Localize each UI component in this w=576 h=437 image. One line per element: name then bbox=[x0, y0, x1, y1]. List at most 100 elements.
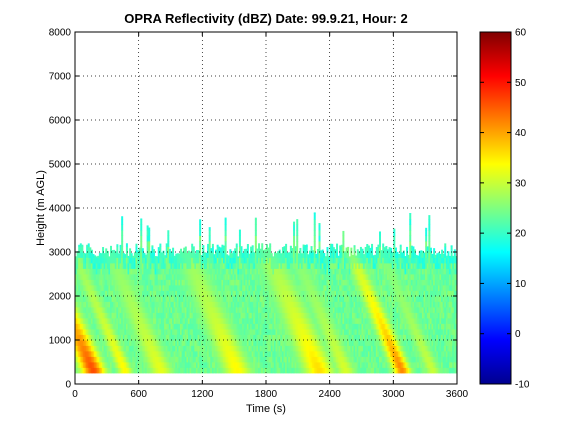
heatmap-cell bbox=[326, 247, 328, 252]
heatmap-cell bbox=[121, 230, 123, 236]
heatmap-cell bbox=[102, 247, 104, 252]
heatmap-cell bbox=[225, 236, 227, 242]
heatmap-cell bbox=[140, 236, 142, 242]
heatmap-cell bbox=[354, 247, 356, 253]
heatmap-cell bbox=[129, 248, 131, 252]
heatmap-cell bbox=[336, 247, 338, 253]
heatmap-cell bbox=[212, 247, 214, 253]
heatmap-cell bbox=[167, 236, 169, 242]
heatmap-cell bbox=[116, 247, 118, 253]
heatmap-cell bbox=[293, 241, 295, 247]
heatmap-cell bbox=[202, 247, 204, 253]
heatmap-cell bbox=[255, 219, 257, 225]
heatmap-cell bbox=[140, 241, 142, 247]
heatmap-cell bbox=[296, 241, 298, 247]
heatmap-cell bbox=[296, 236, 298, 242]
heatmap-cell bbox=[296, 230, 298, 236]
heatmap-cell bbox=[296, 219, 298, 225]
heatmap-cell bbox=[199, 230, 201, 236]
heatmap-cell bbox=[239, 230, 241, 231]
heatmap-cell bbox=[255, 225, 257, 231]
heatmap-cell bbox=[255, 236, 257, 242]
heatmap-cell bbox=[121, 216, 123, 219]
heatmap-cell bbox=[409, 236, 411, 242]
heatmap-cell bbox=[385, 246, 387, 247]
heatmap-cell bbox=[135, 244, 137, 247]
heatmap-cell bbox=[354, 245, 356, 247]
heatmap-cell bbox=[172, 248, 174, 253]
heatmap-cell bbox=[409, 225, 411, 231]
heatmap-cell bbox=[209, 241, 211, 247]
heatmap-cell bbox=[167, 241, 169, 247]
heatmap-cell bbox=[209, 236, 211, 242]
heatmap-cell bbox=[409, 214, 411, 220]
heatmap-cell bbox=[314, 225, 316, 231]
heatmap-cell bbox=[193, 247, 195, 253]
heatmap-cell bbox=[409, 213, 411, 214]
heatmap-cell bbox=[116, 244, 118, 247]
heatmap-cell bbox=[412, 246, 414, 247]
heatmap-cell bbox=[331, 244, 333, 247]
heatmap-cell bbox=[293, 236, 295, 242]
heatmap-cell bbox=[225, 219, 227, 225]
heatmap-cell bbox=[368, 245, 370, 246]
heatmap-cell bbox=[241, 246, 243, 247]
heatmap-cell bbox=[153, 249, 155, 252]
heatmap-cell bbox=[212, 244, 214, 247]
heatmap-cell bbox=[225, 241, 227, 247]
heatmap-cell bbox=[261, 243, 263, 247]
heatmap-cell bbox=[239, 241, 241, 247]
heatmap-cell bbox=[252, 247, 254, 253]
heatmap-cell bbox=[140, 218, 142, 219]
heatmap-cell bbox=[239, 236, 241, 242]
heatmap-cell bbox=[199, 225, 201, 231]
heatmap-cell bbox=[382, 244, 384, 247]
heatmap-cell bbox=[409, 230, 411, 236]
heatmap-cell bbox=[148, 228, 150, 231]
heatmap-cell bbox=[296, 247, 298, 253]
heatmap-cell bbox=[319, 236, 321, 242]
heatmap-cell bbox=[342, 231, 344, 236]
heatmap-cell bbox=[255, 241, 257, 247]
heatmap-cell bbox=[255, 230, 257, 236]
heatmap-cell bbox=[319, 241, 321, 247]
heatmap-cell bbox=[319, 225, 321, 231]
heatmap-cell bbox=[241, 247, 243, 253]
heatmap-cell bbox=[371, 247, 373, 253]
heatmap-cell bbox=[81, 245, 83, 247]
heatmap-cell bbox=[293, 222, 295, 225]
heatmap-cell bbox=[148, 236, 150, 242]
heatmap-cell bbox=[199, 241, 201, 247]
heatmap-cell bbox=[81, 247, 83, 253]
heatmap-cell bbox=[290, 246, 292, 247]
heatmap-cell bbox=[379, 236, 381, 242]
heatmap-cell bbox=[311, 246, 313, 247]
heatmap-cell bbox=[247, 247, 249, 253]
heatmap-cell bbox=[148, 241, 150, 247]
heatmap-cell bbox=[225, 225, 227, 231]
heatmap-cell bbox=[379, 231, 381, 235]
heatmap-cell bbox=[239, 230, 241, 236]
heatmap-cell bbox=[285, 244, 287, 247]
heatmap-cell bbox=[209, 227, 211, 230]
heatmap-cell bbox=[199, 247, 201, 253]
heatmap-cell bbox=[209, 230, 211, 236]
heatmap-cell bbox=[247, 244, 249, 247]
heatmap-cell bbox=[199, 236, 201, 242]
heatmap-cell bbox=[371, 244, 373, 247]
heatmap-cell bbox=[140, 230, 142, 236]
heatmap-cell bbox=[293, 230, 295, 236]
heatmap-cell bbox=[400, 247, 402, 253]
heatmap-cell bbox=[336, 244, 338, 247]
heatmap-cell bbox=[126, 247, 128, 253]
heatmap-cell bbox=[342, 236, 344, 242]
heatmap-cell bbox=[121, 247, 123, 253]
heatmap-cell bbox=[202, 245, 204, 247]
heatmap-cell bbox=[400, 245, 402, 247]
heatmap-cell bbox=[319, 230, 321, 236]
heatmap-cell bbox=[159, 247, 161, 253]
heatmap-cell bbox=[293, 225, 295, 231]
heatmap-cell bbox=[319, 223, 321, 225]
heatmap-cell bbox=[126, 243, 128, 247]
